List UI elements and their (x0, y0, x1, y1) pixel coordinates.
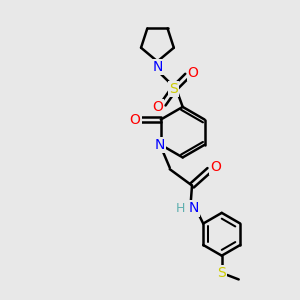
Text: S: S (218, 266, 226, 280)
Text: O: O (210, 160, 220, 174)
Text: N: N (154, 138, 164, 152)
Text: O: O (188, 66, 199, 80)
Text: O: O (130, 112, 140, 127)
Text: H: H (176, 202, 185, 215)
Text: N: N (152, 60, 163, 74)
Text: N: N (189, 201, 199, 215)
Text: S: S (169, 82, 178, 96)
Text: O: O (152, 100, 163, 114)
